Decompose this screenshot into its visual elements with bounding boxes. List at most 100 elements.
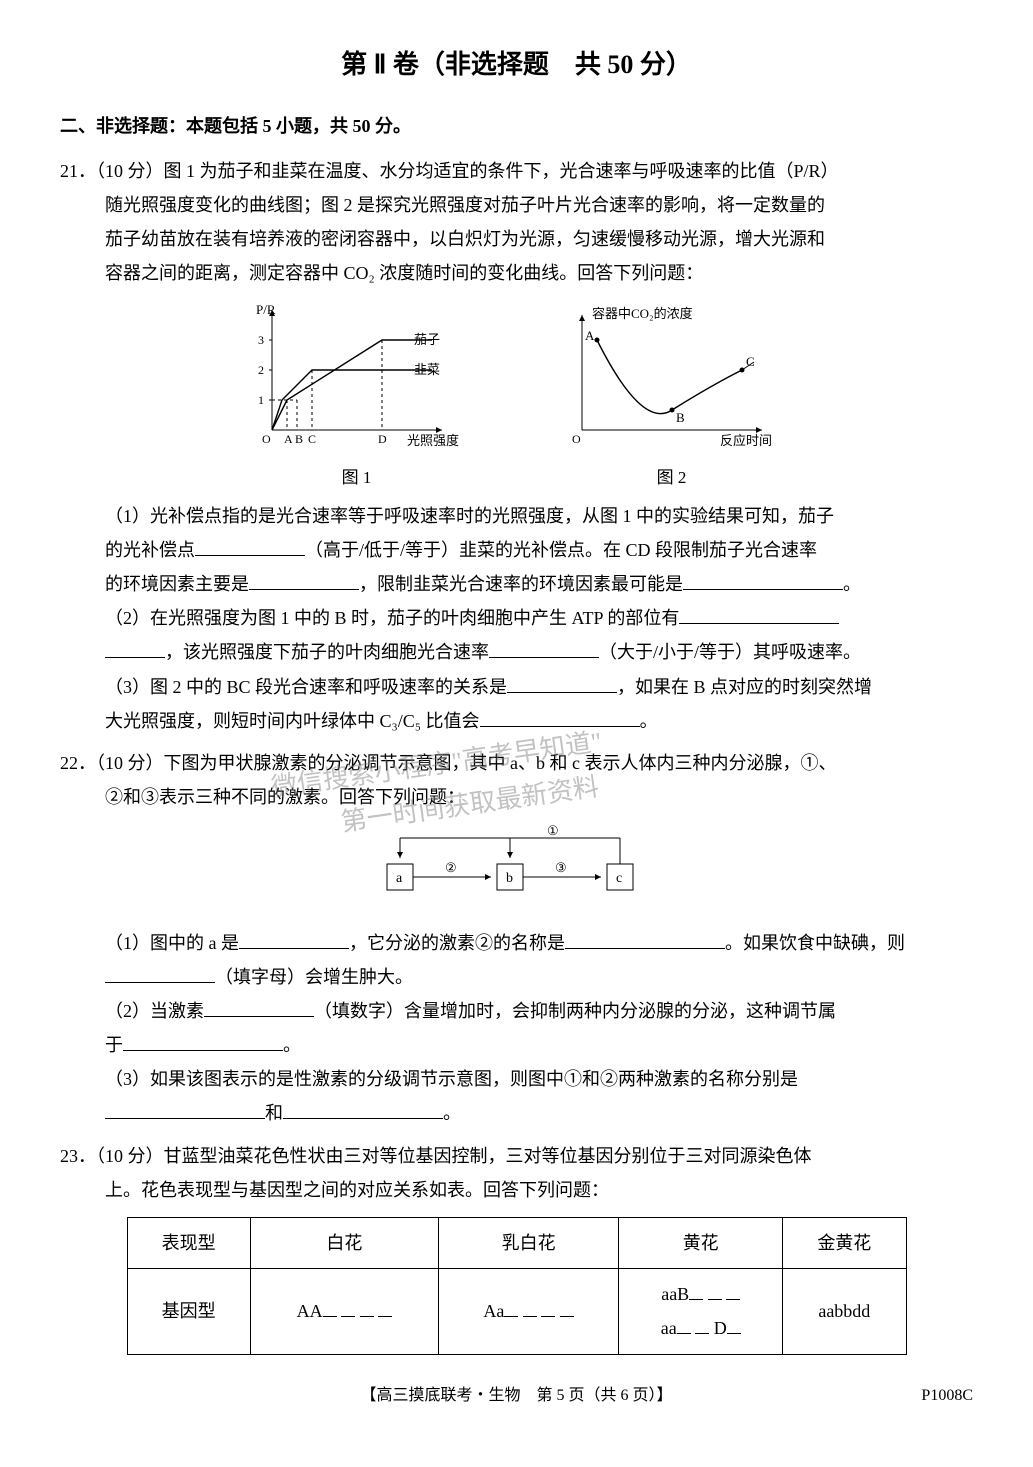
fig1-caption: 图 1 — [242, 462, 472, 494]
td-4: aabbdd — [783, 1269, 906, 1354]
th-2: 乳白花 — [438, 1218, 618, 1269]
q22-1c: 。如果饮食中缺碘，则 — [725, 933, 905, 953]
fig1-xD: D — [378, 432, 387, 446]
section-head: 二、非选择题：本题包括 5 小题，共 50 分。 — [60, 109, 973, 143]
diag-l2: ② — [445, 860, 457, 875]
q23: 23．（10 分）甘蓝型油菜花色性状由三对等位基因控制，三对等位基因分别位于三对… — [60, 1139, 973, 1355]
q22-points: （10 分） — [96, 753, 164, 773]
fig1-xC: C — [308, 432, 316, 446]
blank — [105, 962, 215, 983]
q22-3end: 。 — [443, 1103, 461, 1123]
fig1-ytick-2: 2 — [258, 363, 264, 377]
blank — [679, 603, 839, 624]
th-3: 黄花 — [619, 1218, 783, 1269]
geno-c2: Aa — [483, 1301, 504, 1321]
diag-a: a — [396, 871, 403, 886]
table-row: 表现型 白花 乳白花 黄花 金黄花 — [127, 1218, 906, 1269]
q22-1a: （1）图中的 a 是 — [105, 933, 239, 953]
q23-table: 表现型 白花 乳白花 黄花 金黄花 基因型 AA Aa aaB aa D aab… — [127, 1217, 907, 1355]
th-1: 白花 — [250, 1218, 438, 1269]
fig1-ytick-1: 1 — [258, 393, 264, 407]
blank — [683, 569, 843, 590]
q21-2c: （大于/小于/等于）其呼吸速率。 — [599, 642, 861, 662]
geno-c3b2: D — [714, 1318, 727, 1338]
q21-1b: 的光补偿点 — [105, 540, 195, 560]
page-title: 第 Ⅱ 卷（非选择题 共 50 分） — [60, 40, 973, 89]
td-2: Aa — [438, 1269, 618, 1354]
q22-stem-b: ②和③表示三种不同的激素。回答下列问题： — [60, 780, 973, 814]
fig1: P/R 1 2 3 A B C D O — [242, 300, 472, 494]
blank — [507, 672, 617, 693]
q23-stem-a: 甘蓝型油菜花色性状由三对等位基因控制，三对等位基因分别位于三对同源染色体 — [164, 1146, 812, 1166]
footer-code: P1008C — [921, 1381, 973, 1411]
fig1-xB: B — [295, 432, 303, 446]
blank — [283, 1099, 443, 1120]
fig2-origin: O — [572, 432, 581, 446]
q21-3a: （3）图 2 中的 BC 段光合速率和呼吸速率的关系是 — [105, 677, 507, 697]
q22-stem-a: 下图为甲状腺激素的分泌调节示意图，其中 a、b 和 c 表示人体内三种内分泌腺，… — [164, 753, 837, 773]
q22: 22．（10 分）下图为甲状腺激素的分泌调节示意图，其中 a、b 和 c 表示人… — [60, 746, 973, 1131]
blank — [123, 1030, 283, 1051]
fig1-xA: A — [284, 432, 293, 446]
blank — [195, 535, 305, 556]
fig1-s1: 茄子 — [414, 332, 440, 347]
fig1-ylabel: P/R — [256, 302, 276, 317]
fig2-caption: 图 2 — [552, 462, 792, 494]
q21-1a: （1）光补偿点指的是光合速率等于呼吸速率时的光照强度，从图 1 中的实验结果可知… — [105, 506, 834, 526]
q21-2a: （2）在光照强度为图 1 中的 B 时，茄子的叶肉细胞中产生 ATP 的部位有 — [105, 608, 679, 628]
q21-stem-b: 随光照强度变化的曲线图；图 2 是探究光照强度对茄子叶片光合速率的影响，将一定数… — [60, 188, 973, 222]
fig2: 容器中CO₂的浓度 A B C O 反应时间 图 2 — [552, 300, 792, 494]
geno-c3a: aaB — [661, 1284, 689, 1304]
td-3: aaB aa D — [619, 1269, 783, 1354]
fig2-A: A — [585, 328, 595, 343]
q21-points: （10 分） — [96, 161, 164, 181]
q21-1c: （高于/低于/等于）韭菜的光补偿点。在 CD 段限制茄子光合速率 — [305, 540, 817, 560]
th-4: 金黄花 — [783, 1218, 906, 1269]
q21-stem-a: 图 1 为茄子和韭菜在温度、水分均适宜的条件下，光合速率与呼吸速率的比值（P/R… — [164, 161, 839, 181]
q22-num: 22． — [60, 753, 96, 773]
blank — [105, 1099, 265, 1120]
q21-3c: 大光照强度，则短时间内叶绿体中 C₃/C₅ 比值会 — [105, 711, 480, 731]
fig2-xlabel: 反应时间 — [720, 433, 772, 448]
fig1-s2: 韭菜 — [414, 362, 440, 377]
blank — [480, 706, 640, 727]
q22-diagram: a b c ② ③ ① — [60, 824, 973, 915]
blank — [489, 638, 599, 659]
q21-1d: 的环境因素主要是 — [105, 574, 249, 594]
q22-3and: 和 — [265, 1103, 283, 1123]
q22-1d: （填字母）会增生肿大。 — [215, 967, 413, 987]
blank — [204, 996, 314, 1017]
fig1-ytick-3: 3 — [258, 333, 264, 347]
geno-c1: AA — [297, 1301, 323, 1321]
diag-b: b — [506, 871, 513, 886]
q22-2d: 。 — [283, 1035, 301, 1055]
table-row: 基因型 AA Aa aaB aa D aabbdd — [127, 1269, 906, 1354]
fig1-xlabel: 光照强度 — [407, 433, 459, 448]
q22-2c: 于 — [105, 1035, 123, 1055]
blank — [565, 928, 725, 949]
td-label: 基因型 — [127, 1269, 250, 1354]
footer-main: 【高三摸底联考・生物 第 5 页（共 6 页）】 — [360, 1387, 672, 1404]
diag-l1: ① — [547, 824, 559, 838]
q21-3d: 。 — [640, 711, 658, 731]
figure-row: P/R 1 2 3 A B C D O — [60, 300, 973, 494]
th-0: 表现型 — [127, 1218, 250, 1269]
q22-3a: （3）如果该图表示的是性激素的分级调节示意图，则图中①和②两种激素的名称分别是 — [105, 1069, 798, 1089]
q21-num: 21． — [60, 161, 96, 181]
q22-2a: （2）当激素 — [105, 1001, 204, 1021]
q22-2b: （填数字）含量增加时，会抑制两种内分泌腺的分泌，这种调节属 — [314, 1001, 836, 1021]
q23-stem-b: 上。花色表现型与基因型之间的对应关系如表。回答下列问题： — [60, 1173, 973, 1207]
diag-c: c — [616, 871, 622, 886]
q23-num: 23． — [60, 1146, 96, 1166]
fig1-origin: O — [262, 432, 271, 446]
blank — [239, 928, 349, 949]
fig2-ylabel: 容器中CO₂的浓度 — [592, 306, 693, 321]
q22-1b: ，它分泌的激素②的名称是 — [349, 933, 565, 953]
blank — [249, 569, 359, 590]
q21-1e: ，限制韭菜光合速率的环境因素最可能是 — [359, 574, 683, 594]
q21-stem-d: 容器之间的距离，测定容器中 CO₂ 浓度随时间的变化曲线。回答下列问题： — [60, 256, 973, 290]
q21-2b: ，该光照强度下茄子的叶肉细胞光合速率 — [165, 642, 489, 662]
footer: 【高三摸底联考・生物 第 5 页（共 6 页）】 P1008C — [60, 1381, 973, 1411]
q23-points: （10 分） — [96, 1146, 164, 1166]
td-1: AA — [250, 1269, 438, 1354]
